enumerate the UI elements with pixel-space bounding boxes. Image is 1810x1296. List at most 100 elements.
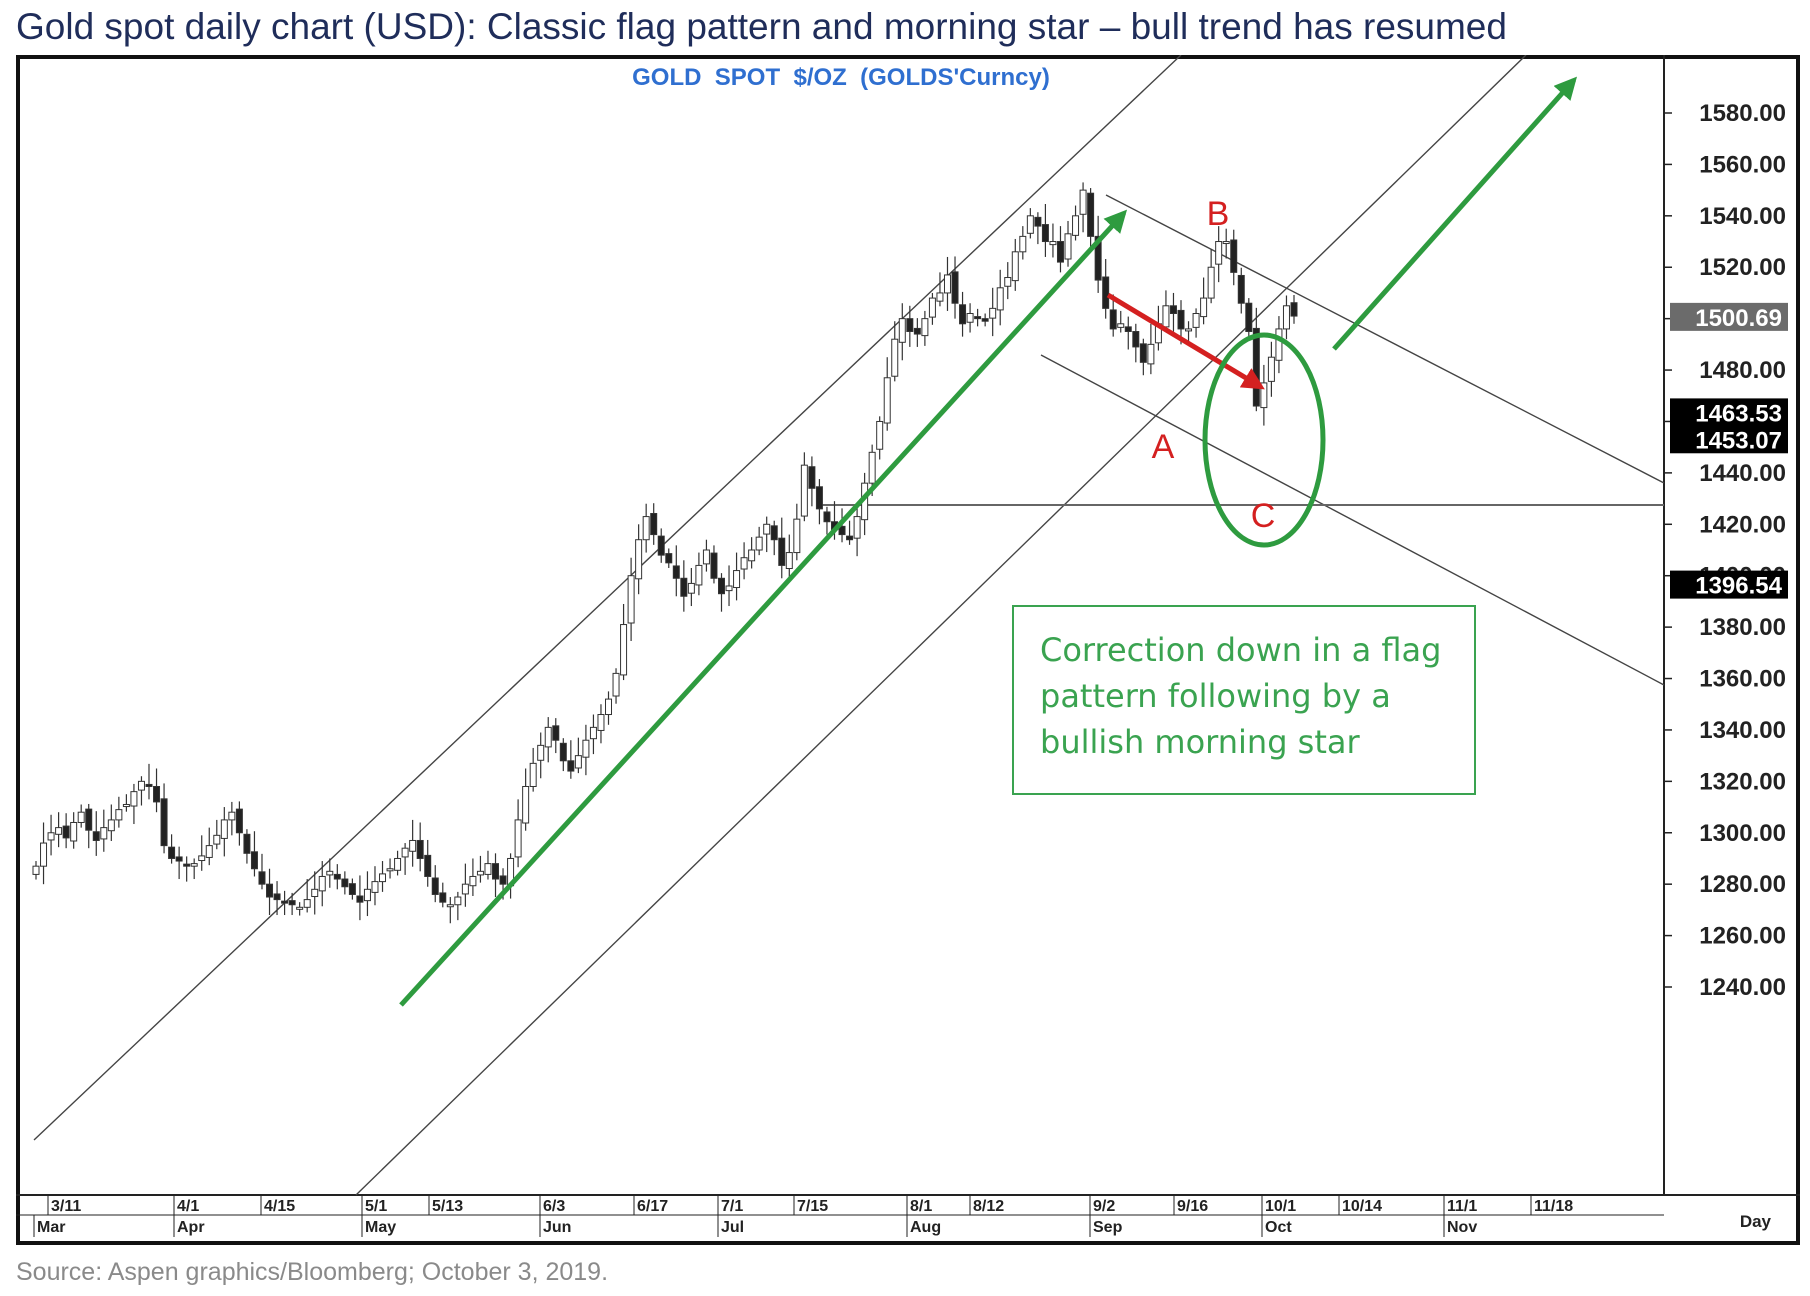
candle-body (424, 854, 432, 877)
candle-body (597, 714, 605, 731)
candle-body (838, 525, 846, 536)
date-tick-label: 6/3 (543, 1198, 565, 1215)
date-tick-label: 9/2 (1093, 1198, 1115, 1215)
candle-body (130, 791, 138, 807)
date-tick-label: 7/15 (797, 1198, 828, 1215)
candle-body (1252, 327, 1260, 407)
candle-body (348, 883, 356, 895)
month-label: Mar (37, 1219, 65, 1236)
y-tick-label: 1320.00 (1699, 768, 1786, 795)
month-label: Sep (1093, 1219, 1123, 1236)
morning-star-ellipse (1202, 332, 1326, 548)
candle-body (484, 863, 492, 875)
month-label: Jul (721, 1219, 744, 1236)
candle-body (1117, 323, 1125, 328)
candle-body (416, 839, 424, 859)
candle-body (853, 516, 861, 539)
candle-body (70, 821, 78, 842)
candle-body (883, 377, 891, 424)
candle-body (996, 287, 1004, 311)
y-tick-label: 1580.00 (1699, 100, 1786, 127)
date-tick-label: 10/1 (1265, 1198, 1296, 1215)
candle-body (846, 535, 854, 541)
candle-body (1034, 216, 1042, 227)
candle-body (1109, 309, 1117, 330)
candles-group (32, 182, 1298, 924)
candle-body (1026, 215, 1034, 234)
candle-body (680, 577, 688, 597)
candle-body (868, 451, 876, 484)
candle-body (823, 511, 831, 523)
y-tick-label: 1380.00 (1699, 614, 1786, 641)
candle-body (544, 726, 552, 748)
y-tick-label: 1280.00 (1699, 871, 1786, 898)
candle-body (642, 516, 650, 541)
annotation-box: Correction down in a flag pattern follow… (1012, 605, 1476, 795)
candle-body (1275, 328, 1283, 361)
x-axis: 3/11 4/1 4/15 5/1 5/13 6/3 6/17 7/1 7/15 8/1 8/12 9… (33, 1195, 1573, 1237)
chart-subtitle: GOLD SPOT $/OZ (GOLDS'Curncy) (632, 64, 1050, 91)
candle-body (959, 304, 967, 325)
candle-body (333, 873, 341, 880)
y-tick-label: 1240.00 (1699, 974, 1786, 1001)
candle-body (168, 846, 176, 859)
candle-body (55, 827, 63, 835)
candle-body (514, 819, 522, 858)
candle-body (92, 831, 100, 841)
candle-body (303, 899, 311, 908)
candle-body (1162, 305, 1170, 328)
y-tick-label: 1440.00 (1699, 460, 1786, 487)
candle-body (635, 539, 643, 580)
candle-body (1177, 309, 1185, 330)
candle-body (446, 904, 454, 908)
candle-body (32, 865, 40, 875)
candle-body (198, 855, 206, 862)
candle-body (763, 523, 771, 535)
chart-frame (16, 55, 1800, 1245)
candle-body (326, 870, 334, 876)
candle-body (755, 536, 763, 551)
candle-body (748, 549, 756, 562)
candle-body (122, 803, 130, 808)
candle-body (928, 297, 936, 318)
y-tick-label: 1360.00 (1699, 666, 1786, 693)
candle-body (356, 895, 364, 903)
candle-body (273, 893, 281, 901)
candle-body (145, 783, 153, 787)
candle-body (650, 512, 658, 536)
y-tick-label: 1560.00 (1699, 151, 1786, 178)
date-tick-label: 5/13 (432, 1198, 463, 1215)
candle-body (1019, 235, 1027, 253)
candle-body (793, 518, 801, 554)
candle-body (100, 827, 108, 840)
date-tick-label: 5/1 (365, 1198, 387, 1215)
candle-body (627, 575, 635, 624)
candle-body (574, 755, 582, 769)
price-tag-label: 1396.54 (1695, 573, 1782, 600)
channel-lower-line (355, 55, 1527, 1196)
candle-body (891, 338, 899, 377)
period-label: Day (1740, 1212, 1772, 1231)
candle-body (1139, 343, 1147, 363)
candle-body (552, 725, 560, 741)
candle-body (1282, 305, 1290, 330)
candle-body (311, 888, 319, 898)
candle-body (1230, 239, 1238, 273)
candle-body (522, 785, 530, 824)
candle-body (386, 868, 394, 872)
candle-body (567, 760, 575, 772)
candle-body (808, 466, 816, 489)
candle-body (702, 549, 710, 565)
date-tick-label: 9/16 (1177, 1198, 1208, 1215)
candle-body (815, 486, 823, 510)
candle-body (461, 883, 469, 895)
candle-body (1072, 215, 1080, 236)
price-tag-box (1670, 425, 1788, 454)
candle-body (974, 316, 982, 320)
candle-body (1004, 277, 1012, 287)
candle-body (1169, 305, 1177, 315)
date-tick-label: 6/17 (637, 1198, 668, 1215)
candle-body (47, 832, 55, 841)
price-tag-box (1670, 398, 1788, 427)
price-chart: GOLD SPOT $/OZ (GOLDS'Curncy) A B C 1580… (16, 55, 1800, 1237)
